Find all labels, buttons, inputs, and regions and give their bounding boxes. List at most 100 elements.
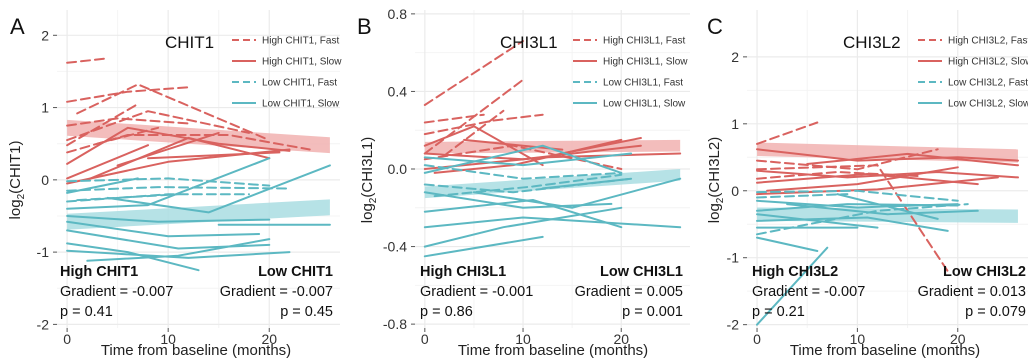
series-line-high-slow-a (86, 136, 271, 181)
legend-c: High CHI3L2, Fast High CHI3L2, Slow Low CH… (918, 36, 1028, 110)
series-line-high-fast-b (423, 40, 524, 106)
series-line-high-fast-b (423, 113, 544, 136)
stat-low-gradient-a: Gradient = -0.007 (220, 284, 333, 300)
legend-label-high-fast-a: High CHIT1, Fast (262, 36, 339, 47)
series-line-high-fast-a (76, 83, 271, 142)
series-line-low-slow-a (66, 215, 271, 223)
y-tick-label-b: 0.0 (388, 161, 408, 177)
x-axis-label-c: Time from baseline (months) (790, 342, 980, 359)
series-line-high-slow-c (756, 169, 1019, 179)
series-line-low-slow-a (66, 157, 271, 210)
series-line-low-slow-c (756, 216, 949, 232)
stat-high-gradient-c: Gradient = -0.007 (752, 284, 865, 300)
y-tick-label-c: -2 (727, 317, 740, 333)
series-line-low-slow-b (423, 216, 682, 229)
series-line-high-slow-c (766, 166, 959, 192)
stat-low-label-a: Low CHIT1 (258, 264, 333, 280)
y-tick-label-c: -1 (727, 250, 740, 266)
y-tick-label-b: -0.8 (383, 316, 407, 332)
series-line-high-slow-a (116, 131, 220, 167)
series-line-high-slow-c (806, 152, 1019, 167)
y-tick-label-b: 0.4 (388, 83, 408, 99)
legend-label-low-fast-a: Low CHIT1, Fast (262, 78, 337, 89)
series-line-high-slow-c (756, 173, 979, 186)
y-axis-label-main-c: log (706, 203, 723, 223)
series-line-high-slow-c (756, 176, 999, 196)
series-line-low-slow-b (423, 235, 544, 258)
y-tick-label-b: 0.8 (388, 6, 408, 22)
series-line-low-slow-c (756, 213, 879, 229)
legend-label-high-slow-a: High CHIT1, Slow (262, 57, 342, 68)
stat-low-p-c: p = 0.079 (965, 304, 1026, 320)
series-line-high-fast-a (66, 57, 109, 64)
stat-high-label-c: High CHI3L2 (752, 264, 838, 280)
y-tick-label-a: 0 (41, 172, 49, 188)
y-axis-label-main-b: log (359, 203, 376, 223)
stat-low-gradient-b: Gradient = 0.005 (575, 284, 683, 300)
series-line-low-slow-a (66, 249, 291, 259)
legend-label-low-fast-c: Low CHI3L2, Fast (948, 78, 1028, 89)
panel-background-a (57, 10, 340, 328)
stat-high-label-b: High CHI3L1 (420, 264, 506, 280)
series-line-low-slow-b (423, 206, 623, 248)
series-line-high-slow-c (756, 148, 1019, 162)
series-line-low-fast-a (66, 186, 291, 192)
panel-letter-b: B (357, 14, 372, 39)
x-tick-label-c: 20 (950, 331, 966, 347)
series-line-high-fast-c (756, 121, 819, 145)
y-tick-label-a: -1 (37, 244, 50, 260)
series-line-low-slow-b (423, 152, 633, 167)
series-line-low-slow-c (756, 246, 829, 326)
y-tick-label-c: 0 (731, 183, 739, 199)
legend-label-low-slow-b: Low CHI3L1, Slow (603, 99, 686, 110)
series-line-high-slow-b (463, 138, 564, 151)
y-axis-label-rest-a: (CHIT1) (7, 141, 24, 194)
series-line-low-fast-c (756, 193, 849, 199)
x-axis-label-a: Time from baseline (months) (101, 342, 291, 359)
series-line-low-slow-c (756, 203, 959, 212)
y-axis-label-a: log2(CHIT1) (7, 141, 27, 220)
legend-label-high-fast-c: High CHI3L2, Fast (948, 36, 1028, 47)
y-axis-label-c: log2(CHI3L2) (706, 137, 726, 223)
x-tick-label-c: 10 (850, 331, 866, 347)
stat-high-gradient-a: Gradient = -0.007 (60, 284, 173, 300)
y-axis-label-sub-c: 2 (715, 197, 726, 203)
series-line-high-fast-a (66, 117, 190, 127)
series-line-high-slow-b (423, 125, 544, 167)
y-axis-label-rest-c: (CHI3L2) (706, 137, 723, 198)
legend-label-high-slow-b: High CHI3L1, Slow (603, 57, 688, 68)
legend-label-low-fast-b: Low CHI3L1, Fast (603, 78, 683, 89)
stat-high-gradient-b: Gradient = -0.001 (420, 284, 533, 300)
stat-low-gradient-c: Gradient = 0.013 (918, 284, 1026, 300)
stat-high-p-a: p = 0.41 (60, 304, 113, 320)
x-tick-label-a: 10 (160, 331, 176, 347)
series-line-high-fast-c (756, 148, 939, 171)
x-tick-label-a: 0 (63, 331, 71, 347)
series-line-low-fast-a (66, 193, 250, 203)
stat-high-p-b: p = 0.86 (420, 304, 473, 320)
series-line-high-fast-a (66, 134, 311, 154)
series-line-low-slow-b (541, 177, 633, 190)
y-tick-label-b: -0.4 (383, 239, 407, 255)
chart-title-c: CHI3L2 (843, 33, 901, 52)
legend-b: High CHI3L1, Fast High CHI3L1, Slow Low CH… (573, 36, 688, 110)
series-line-low-slow-b (472, 177, 682, 209)
y-tick-label-c: 2 (731, 49, 739, 65)
series-line-low-slow-a (106, 164, 331, 214)
series-line-low-slow-c (756, 236, 819, 252)
series-line-high-slow-a (66, 126, 291, 165)
series-line-low-fast-b (433, 173, 623, 198)
y-axis-label-main-a: log (7, 199, 24, 219)
legend-label-high-slow-c: High CHI3L2, Slow (948, 57, 1028, 68)
series-line-high-fast-b (423, 78, 524, 155)
stat-high-p-c: p = 0.21 (752, 304, 805, 320)
x-tick-label-c: 0 (753, 331, 761, 347)
series-line-high-slow-b (551, 137, 642, 157)
series-line-low-slow-b (423, 199, 623, 229)
series-line-low-slow-a (86, 238, 271, 262)
stat-low-p-b: p = 0.001 (622, 304, 683, 320)
series-line-low-fast-c (756, 189, 959, 202)
stat-high-label-a: High CHIT1 (60, 264, 138, 280)
